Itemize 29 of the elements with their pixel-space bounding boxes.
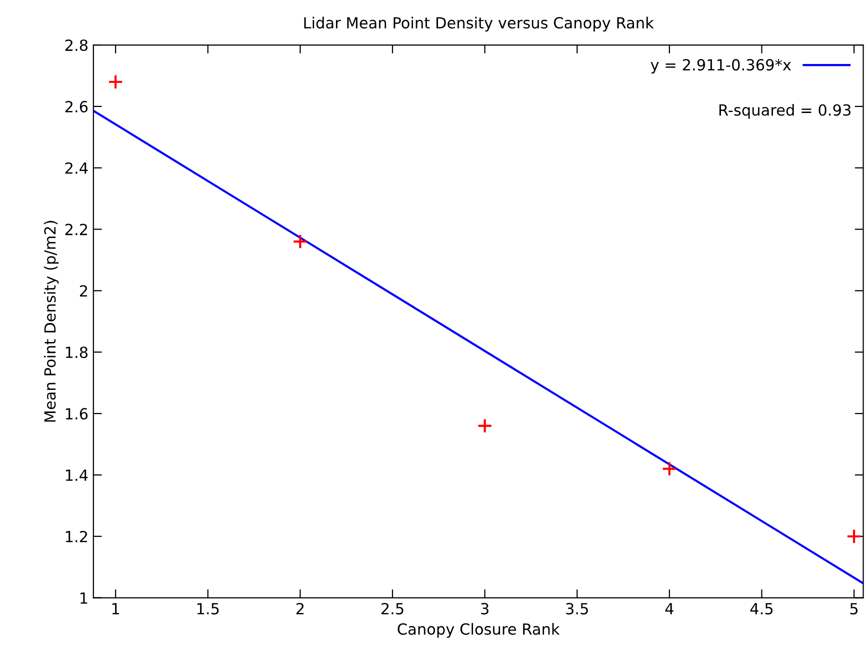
y-tick-label: 2.4: [65, 162, 88, 174]
y-axis-title: Mean Point Density (p/m2): [44, 220, 59, 422]
y-tick-label: 2.6: [65, 100, 88, 112]
point: [477, 418, 492, 434]
x-tick-label: 1: [112, 603, 120, 614]
y-tick-label: 2.2: [65, 224, 88, 236]
y-tick-label: 1.8: [66, 346, 88, 358]
y-tick-label: 1.2: [66, 530, 88, 542]
x-tick-label: 5: [850, 603, 858, 614]
x-tick-label: 2.5: [381, 602, 404, 614]
legend-label: y = 2.911-0.369*x: [650, 59, 791, 74]
y-tick-label: 1.4: [66, 470, 88, 481]
x-tick-label: 3.5: [566, 602, 588, 614]
x-axis-title: Canopy Closure Rank: [398, 622, 560, 638]
point: [846, 528, 862, 544]
point: [662, 461, 678, 476]
x-tick-label: 3: [481, 602, 488, 614]
point: [108, 74, 124, 90]
y-tick-label: 1: [80, 592, 88, 604]
y-tick-label: 2.8: [65, 39, 88, 52]
chart-title: Lidar Mean Point Density versus Canopy Rank: [304, 16, 654, 32]
y-tick-label: 2: [80, 285, 88, 296]
x-tick-label: 2: [296, 602, 304, 614]
x-tick-label: 1.5: [197, 603, 219, 614]
y-tick-label: 1.6: [66, 408, 88, 420]
x-tick-label: 4: [665, 603, 674, 614]
annotation: R-squared = 0.93: [719, 104, 850, 119]
x-tick-label: 4.5: [750, 603, 773, 614]
point: [292, 234, 308, 250]
